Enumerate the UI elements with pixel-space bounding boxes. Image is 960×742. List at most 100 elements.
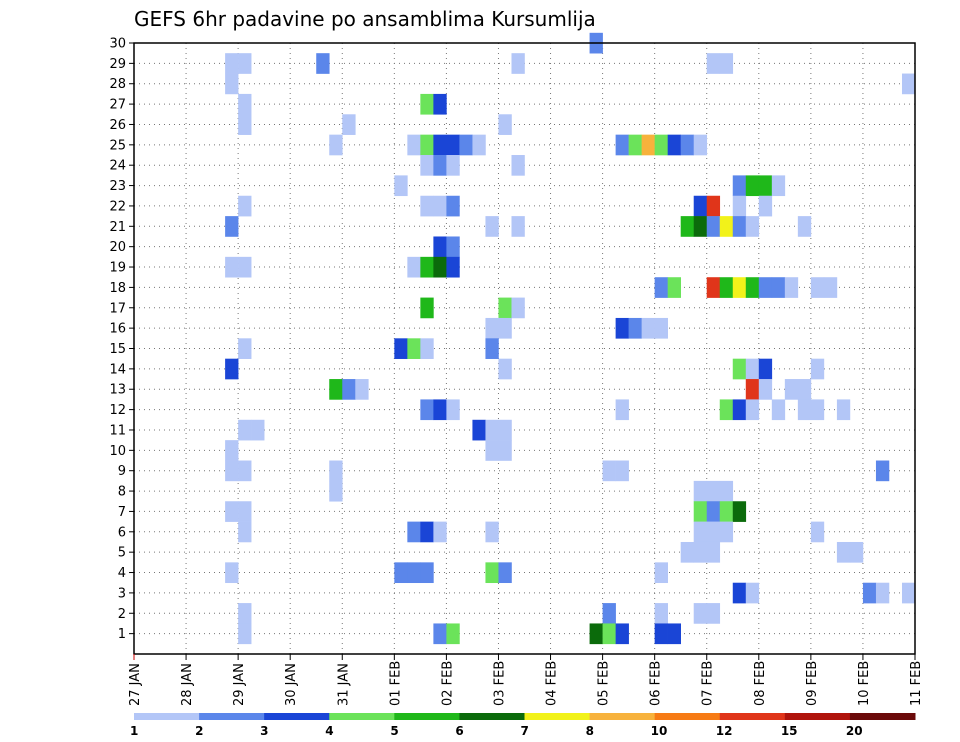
x-tick-label: 30 JAN: [284, 663, 299, 706]
heat-cell: [654, 623, 668, 645]
heat-cell: [719, 53, 734, 74]
heat-cell: [238, 501, 252, 522]
heat-cell: [394, 338, 408, 359]
heat-cell: [758, 175, 773, 197]
heat-cell: [511, 53, 525, 74]
heat-cell: [719, 277, 734, 298]
heat-cell: [823, 277, 838, 298]
y-tick-label: 19: [109, 261, 126, 276]
heat-cell: [355, 379, 369, 400]
heat-cell: [745, 358, 760, 380]
x-tick-label: 07 FEB: [701, 661, 716, 706]
x-tick-label: 28 JAN: [180, 663, 195, 706]
heat-cell: [433, 256, 447, 278]
heat-cell: [498, 562, 512, 584]
heat-cell: [693, 603, 708, 624]
x-tick-label: 31 JAN: [336, 663, 351, 706]
heat-cell: [758, 379, 773, 400]
heat-cell: [420, 256, 434, 278]
y-tick-label: 7: [118, 505, 126, 520]
y-tick-label: 17: [109, 301, 126, 316]
heat-cell: [420, 134, 434, 156]
heat-cell: [238, 256, 252, 278]
heat-cell: [498, 358, 512, 380]
heat-cell: [459, 134, 473, 156]
heat-cell: [745, 277, 760, 298]
heat-cell: [407, 521, 421, 543]
heat-cell: [446, 155, 460, 176]
heat-cell: [420, 93, 434, 115]
heat-cells: [225, 32, 916, 645]
heat-cell: [589, 623, 603, 645]
heat-cell: [680, 541, 695, 563]
colorbar-label: 10: [651, 724, 668, 738]
heat-cell: [472, 419, 486, 441]
heat-cell: [875, 460, 890, 482]
heat-cell: [758, 277, 773, 298]
colorbar-segment: [134, 713, 200, 720]
heat-cell: [472, 134, 486, 156]
heat-cell: [225, 216, 239, 237]
heat-cell: [901, 73, 916, 95]
colorbar-label: 2: [195, 724, 203, 738]
heat-cell: [732, 216, 747, 237]
heat-cell: [446, 256, 460, 278]
heat-cell: [342, 379, 356, 400]
y-tick-label: 6: [118, 525, 126, 540]
heat-cell: [719, 480, 734, 502]
heat-cell: [706, 53, 721, 74]
heat-cell: [602, 460, 616, 482]
heat-cell: [433, 399, 447, 421]
heat-cell: [810, 521, 825, 543]
y-tick-label: 3: [118, 586, 126, 601]
x-tick-label: 05 FEB: [597, 661, 612, 706]
heat-cell: [810, 277, 825, 298]
colorbar-segment: [329, 713, 395, 720]
y-tick-label: 22: [109, 199, 126, 214]
heat-cell: [329, 134, 343, 156]
heat-cell: [238, 419, 252, 441]
heat-cell: [732, 358, 747, 380]
colorbar-segment: [654, 713, 721, 720]
heat-cell: [732, 277, 747, 298]
heat-cell: [498, 317, 512, 339]
colorbar-label: 12: [716, 724, 733, 738]
heat-cell: [225, 53, 239, 74]
heat-cell: [732, 175, 747, 197]
colorbar-segment: [849, 713, 916, 720]
heat-cell: [641, 134, 655, 156]
x-tick-label: 29 JAN: [232, 663, 247, 706]
y-tick-label: 16: [109, 322, 126, 337]
heat-cell: [433, 195, 447, 217]
heat-cell: [511, 297, 525, 319]
heat-cell: [329, 480, 343, 502]
colorbar-label: 4: [325, 724, 333, 738]
heat-cell: [433, 521, 447, 543]
heat-cell: [420, 521, 434, 543]
heat-cell: [706, 277, 721, 298]
heat-cell: [329, 379, 343, 400]
x-tick-label: 01 FEB: [388, 661, 403, 706]
heat-cell: [316, 53, 330, 74]
heat-cell: [719, 521, 734, 543]
heat-cell: [693, 501, 708, 522]
heat-cell: [446, 399, 460, 421]
colorbar: 1 2 3 4 5 6 7 8 10 12 15 20: [130, 713, 916, 738]
heat-cell: [862, 582, 877, 604]
heat-cell: [797, 399, 812, 421]
colorbar-segment: [719, 713, 786, 720]
heat-cell: [225, 460, 239, 482]
heat-cell: [485, 317, 499, 339]
heat-cell: [836, 399, 851, 421]
heat-cell: [225, 440, 239, 461]
heat-cell: [420, 297, 434, 319]
heat-cell: [771, 175, 786, 197]
heat-cell: [420, 195, 434, 217]
heat-cell: [706, 603, 721, 624]
y-tick-label: 1: [118, 627, 126, 642]
colorbar-segment: [199, 713, 265, 720]
heat-cell: [680, 134, 695, 156]
heat-cell: [342, 114, 356, 135]
heat-cell: [615, 460, 629, 482]
